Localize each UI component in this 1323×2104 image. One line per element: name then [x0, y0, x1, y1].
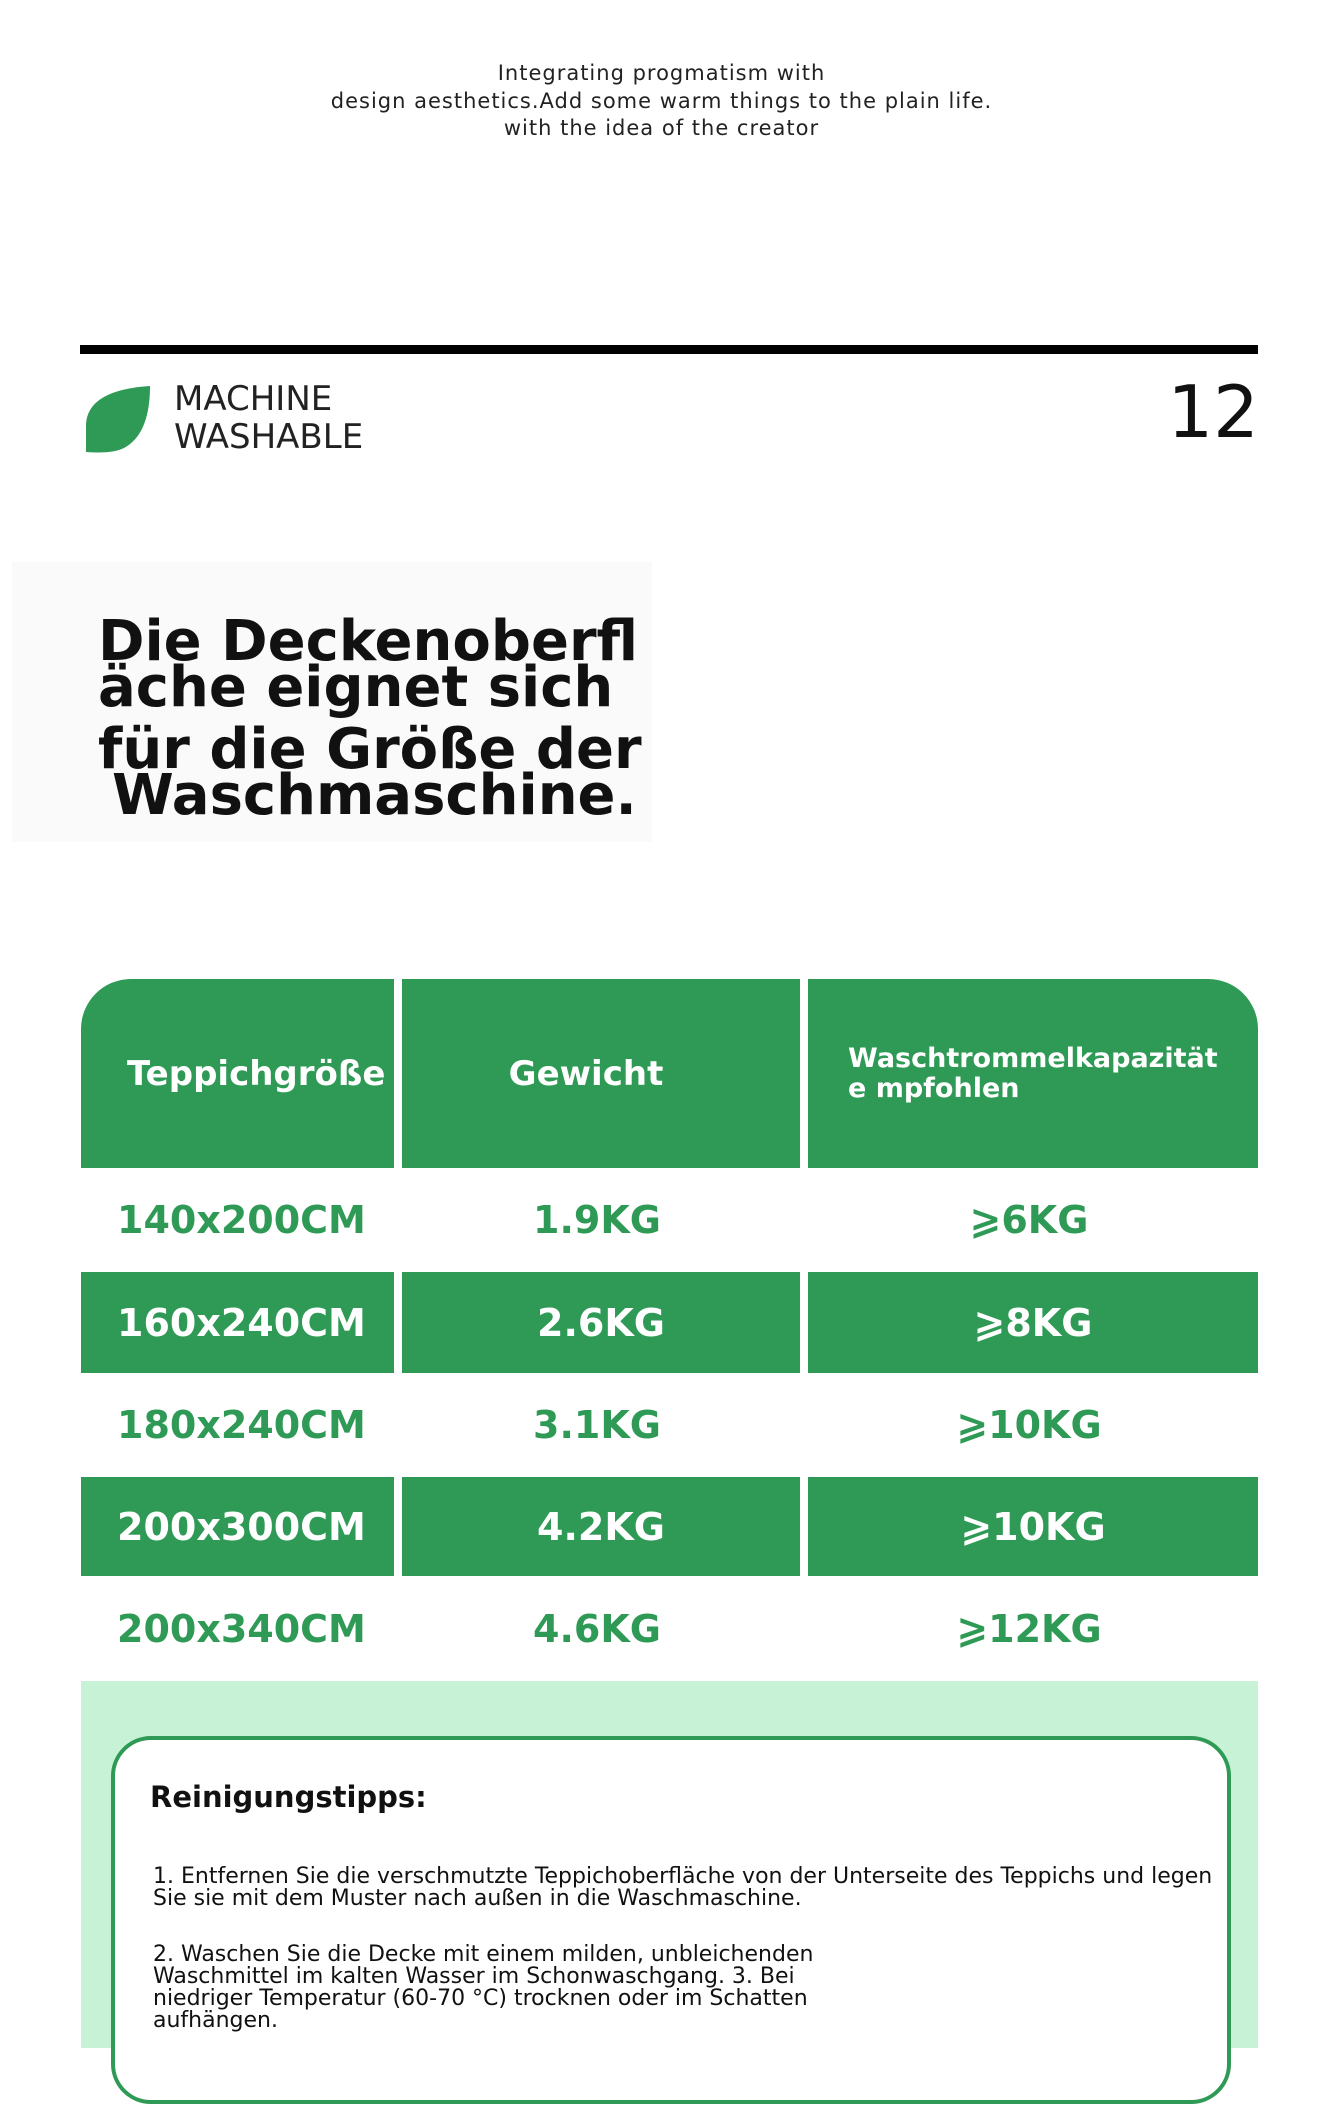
table-cell: 3.1KG — [394, 1373, 800, 1477]
table-header: Teppichgröße — [81, 979, 394, 1168]
page-number: 12 — [1167, 370, 1259, 454]
heading: äche eignet sich — [98, 655, 614, 720]
table-cell: 2.6KG — [402, 1272, 800, 1373]
table-cell: 1.9KG — [394, 1168, 800, 1272]
heading: Waschmaschine. — [112, 763, 637, 828]
table-cell: 140x200CM — [81, 1168, 394, 1272]
section-label: WASHABLE — [174, 417, 364, 457]
tagline: with the idea of the creator — [503, 116, 820, 140]
heading-box — [12, 562, 652, 842]
table-cell: ⩾10KG — [800, 1373, 1258, 1477]
table-cell: 200x340CM — [81, 1576, 394, 1681]
table-cell: 4.2KG — [402, 1477, 800, 1576]
tagline: Integrating progmatism with — [497, 61, 826, 85]
section-label: MACHINE — [174, 379, 333, 419]
tips-card — [111, 1736, 1231, 2104]
table-cell: ⩾8KG — [808, 1272, 1258, 1373]
leaf-icon — [86, 386, 150, 453]
tip-item: 2. Waschen Sie die Decke mit einem milde… — [153, 1942, 814, 2033]
table-cell: ⩾12KG — [800, 1576, 1258, 1681]
table-header: Waschtrommelkapazität e mpfohlen — [808, 979, 1258, 1168]
table-cell: 180x240CM — [81, 1373, 394, 1477]
heading: für die Größe der — [98, 717, 642, 782]
divider — [80, 345, 1258, 354]
tips-title: Reinigungstipps: — [150, 1780, 427, 1814]
table-cell: 160x240CM — [81, 1272, 394, 1373]
table-cell: ⩾10KG — [808, 1477, 1258, 1576]
table-cell: 200x300CM — [81, 1477, 394, 1576]
heading: Die Deckenoberfl — [98, 609, 639, 674]
table-cell: ⩾6KG — [800, 1168, 1258, 1272]
tagline: design aesthetics.Add some warm things t… — [330, 89, 993, 113]
table-cell: 4.6KG — [394, 1576, 800, 1681]
page: Integrating progmatism with design aesth… — [12, 61, 1259, 2104]
tip-item: 1. Entfernen Sie die verschmutzte Teppic… — [153, 1864, 1213, 1911]
table-header: Gewicht — [402, 979, 800, 1168]
